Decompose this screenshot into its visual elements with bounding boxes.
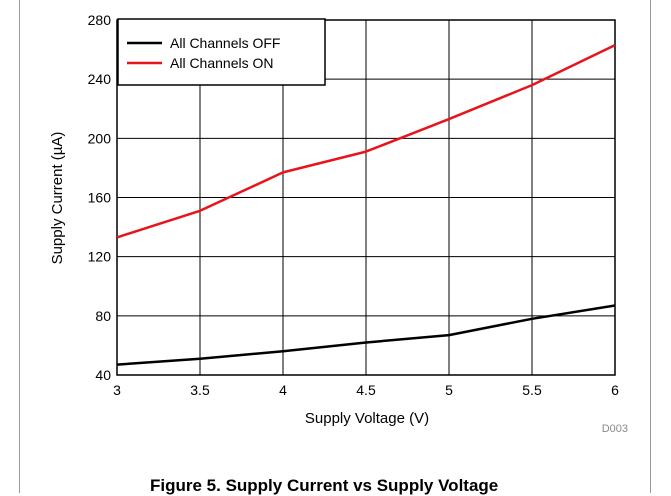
y-tick-label: 240 xyxy=(88,71,112,87)
legend-label-on: All Channels ON xyxy=(170,55,274,71)
y-tick-label: 120 xyxy=(88,249,112,265)
x-axis-label: Supply Voltage (V) xyxy=(305,410,429,427)
legend-box xyxy=(117,18,326,86)
legend-label-off: All Channels OFF xyxy=(170,35,280,51)
figure-frame xyxy=(19,0,651,493)
series-layer xyxy=(116,43,616,366)
x-tick-label: 6 xyxy=(611,382,619,398)
y-tick-label: 280 xyxy=(88,12,112,28)
x-tick-label: 5 xyxy=(445,382,453,398)
plot-border xyxy=(116,19,616,376)
x-tick-label: 4 xyxy=(279,382,287,398)
tick-labels: 3 3.5 4 4.5 5 5.5 6 40 80 120 160 200 240 280 xyxy=(88,12,619,398)
y-axis-label: Supply Current (µA) xyxy=(49,132,66,265)
figure-code: D003 xyxy=(602,423,628,435)
series-line-channels-off xyxy=(116,304,616,366)
y-tick-label: 200 xyxy=(88,130,112,146)
y-tick-label: 40 xyxy=(95,367,111,383)
supply-current-chart: 3 3.5 4 4.5 5 5.5 6 40 80 120 160 200 240 280 All Cha… xyxy=(49,12,628,435)
x-tick-label: 4.5 xyxy=(356,382,376,398)
figure-caption: Figure 5. Supply Current vs Supply Volta… xyxy=(150,476,499,495)
x-tick-label: 5.5 xyxy=(522,382,542,398)
legend: All Channels OFF All Channels ON xyxy=(117,18,326,86)
y-tick-label: 160 xyxy=(88,190,112,206)
series-line-channels-on xyxy=(116,43,616,239)
x-tick-label: 3.5 xyxy=(190,382,210,398)
x-tick-label: 3 xyxy=(113,382,121,398)
y-tick-label: 80 xyxy=(95,308,111,324)
